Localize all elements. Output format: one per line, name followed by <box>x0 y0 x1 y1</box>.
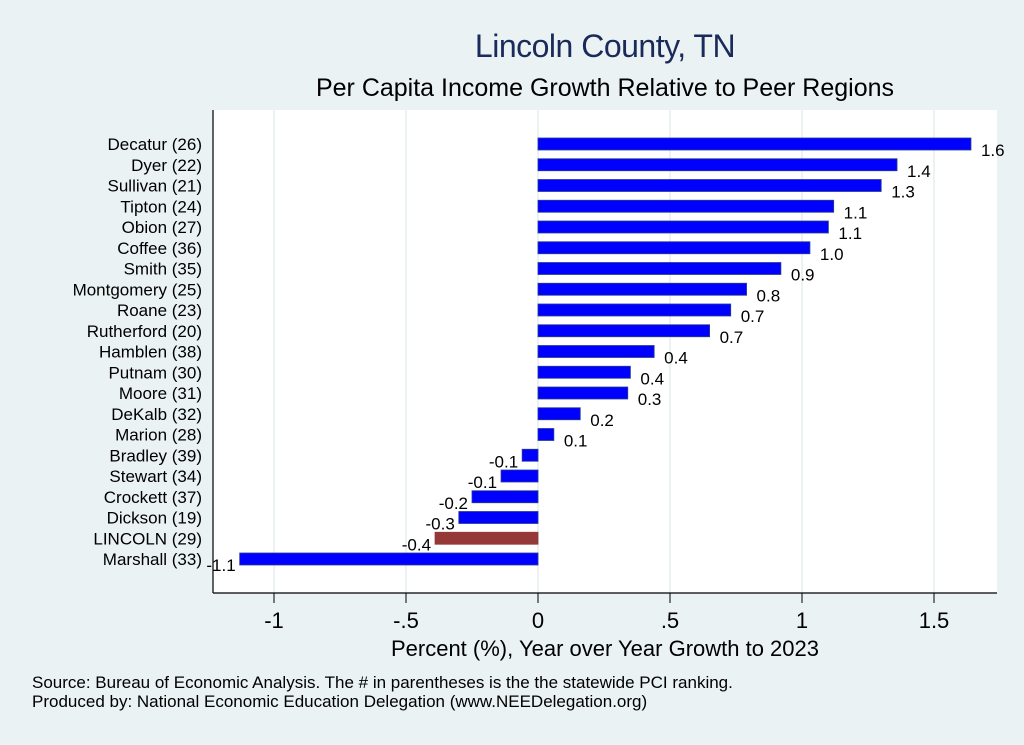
category-label: Smith (35) <box>124 260 202 279</box>
bar <box>537 324 711 338</box>
category-label: Dickson (19) <box>107 509 202 528</box>
bar <box>537 345 655 358</box>
bar <box>458 511 539 524</box>
category-label: Putnam (30) <box>108 363 202 382</box>
data-label: 0.9 <box>791 266 815 285</box>
bar <box>537 137 972 151</box>
data-label: 0.7 <box>741 307 765 326</box>
bar <box>521 448 539 462</box>
category-label: Rutherford (20) <box>87 322 202 341</box>
data-label: -0.3 <box>426 515 455 534</box>
bars <box>239 137 972 566</box>
x-axis-label: Percent (%), Year over Year Growth to 20… <box>391 636 819 661</box>
bar <box>537 158 898 172</box>
data-label: 1.4 <box>907 162 931 181</box>
bar <box>537 179 882 192</box>
bar <box>537 303 732 317</box>
x-tick-label: -1 <box>264 608 284 633</box>
x-tick-label: 1 <box>796 608 808 633</box>
bar <box>537 407 581 421</box>
category-label: Stewart (34) <box>109 467 202 486</box>
category-label: Coffee (36) <box>117 239 202 258</box>
axes: -1 -.5 0 .5 1 1.5 <box>212 110 997 633</box>
x-tick-label: 0 <box>532 608 544 633</box>
data-label: 1.1 <box>838 224 862 243</box>
chart-title: Lincoln County, TN <box>474 28 736 64</box>
data-label: 0.4 <box>664 349 688 368</box>
category-labels: Decatur (26) Dyer (22) Sullivan (21)Tipton… <box>73 135 202 569</box>
bar <box>537 365 631 379</box>
data-label: -0.4 <box>402 535 431 554</box>
bar <box>239 552 539 566</box>
data-label: -0.2 <box>439 494 468 513</box>
category-label: Marion (28) <box>115 426 202 445</box>
bar <box>537 220 829 234</box>
data-label: 0.1 <box>564 432 588 451</box>
bar <box>471 490 539 504</box>
category-label: Sullivan (21) <box>108 177 203 196</box>
category-label: Marshall (33) <box>103 550 202 569</box>
bar <box>500 469 539 483</box>
bar <box>537 428 555 441</box>
chart-subtitle: Per Capita Income Growth Relative to Pee… <box>315 74 895 102</box>
data-label: 0.3 <box>638 390 662 409</box>
data-label: 1.6 <box>981 141 1005 160</box>
data-label: 0.8 <box>757 286 781 305</box>
x-tick-label: .5 <box>661 608 679 633</box>
bar <box>537 241 811 255</box>
category-label: Bradley (39) <box>109 446 202 465</box>
data-label: -1.1 <box>206 556 235 575</box>
category-label: LINCOLN (29) <box>93 529 202 548</box>
category-label: Tipton (24) <box>120 197 202 216</box>
category-label: Crockett (37) <box>104 488 202 507</box>
data-label: 0.2 <box>590 411 614 430</box>
bar-highlight <box>434 531 539 545</box>
x-tick-label: -.5 <box>393 608 419 633</box>
produced-by-note: Produced by: National Economic Education… <box>32 692 648 711</box>
bar <box>537 199 835 213</box>
data-label: -0.1 <box>489 452 518 471</box>
category-label: Hamblen (38) <box>99 343 202 362</box>
category-label: Decatur (26) <box>108 135 202 154</box>
data-label: 0.4 <box>640 369 664 388</box>
data-label: -0.1 <box>468 473 497 492</box>
data-label: 0.7 <box>720 328 744 347</box>
value-labels: 1.6 1.4 1.3 1.1 1.1 1.0 0.9 0.8 0.7 0.7 0.40.4 0.3 0… <box>206 141 1004 575</box>
bar <box>537 262 782 275</box>
category-label: Montgomery (25) <box>73 280 202 299</box>
data-label: 1.0 <box>820 245 844 264</box>
data-label: 1.1 <box>844 203 868 222</box>
category-label: Moore (31) <box>119 384 202 403</box>
category-label: Obion (27) <box>122 218 202 237</box>
bar <box>537 282 747 296</box>
category-label: DeKalb (32) <box>111 405 202 424</box>
x-tick-label: 1.5 <box>919 608 950 633</box>
category-label: Roane (23) <box>117 301 202 320</box>
bar <box>537 386 629 400</box>
source-note: Source: Bureau of Economic Analysis. The… <box>32 673 733 692</box>
data-label: 1.3 <box>891 183 915 202</box>
category-label: Dyer (22) <box>131 156 202 175</box>
